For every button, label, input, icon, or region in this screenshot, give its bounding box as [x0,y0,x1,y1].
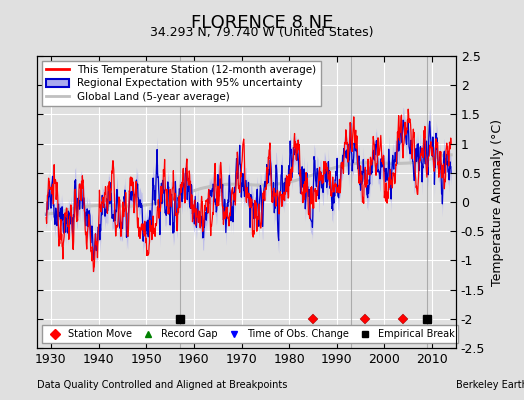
Text: FLORENCE 8 NE: FLORENCE 8 NE [191,14,333,32]
Text: Data Quality Controlled and Aligned at Breakpoints: Data Quality Controlled and Aligned at B… [37,380,287,390]
Text: Berkeley Earth: Berkeley Earth [456,380,524,390]
Legend: Station Move, Record Gap, Time of Obs. Change, Empirical Break: Station Move, Record Gap, Time of Obs. C… [41,325,459,343]
Y-axis label: Temperature Anomaly (°C): Temperature Anomaly (°C) [491,118,504,286]
Text: 34.293 N, 79.740 W (United States): 34.293 N, 79.740 W (United States) [150,26,374,39]
